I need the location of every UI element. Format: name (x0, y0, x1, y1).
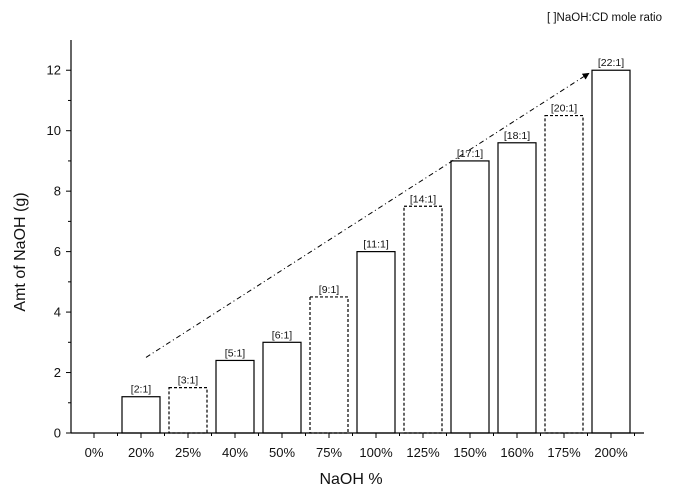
x-tick-label: 160% (500, 445, 534, 460)
data-label: [17:1] (457, 148, 483, 160)
bar-40pct (215, 359, 255, 434)
bar-160pct (497, 142, 537, 434)
data-label: [20:1] (551, 103, 577, 115)
bar-20pct (121, 396, 161, 434)
legend-note: [ ]NaOH:CD mole ratio (547, 12, 662, 24)
data-label: [3:1] (178, 375, 199, 387)
y-tick-label: 2 (54, 365, 61, 380)
data-label: [11:1] (363, 239, 389, 251)
bar-75pct (309, 296, 349, 434)
y-tick-label: 10 (47, 123, 61, 138)
data-label: [18:1] (504, 130, 530, 142)
data-label: [2:1] (131, 384, 152, 396)
x-tick-label: 20% (128, 445, 154, 460)
x-tick-label: 150% (453, 445, 487, 460)
x-tick-label: 100% (359, 445, 393, 460)
data-label: [14:1] (410, 193, 436, 205)
y-tick-label: 0 (54, 426, 61, 441)
y-tick-label: 12 (47, 63, 61, 78)
data-label: [6:1] (272, 329, 293, 341)
y-axis-title: Amt of NaOH (g) (12, 192, 29, 311)
x-tick-label: 25% (175, 445, 201, 460)
trend-arrow (145, 72, 590, 358)
bar-100pct (356, 251, 396, 434)
y-tick-label: 4 (54, 305, 61, 320)
y-tick-label: 6 (54, 244, 61, 259)
bar-150pct (450, 160, 490, 434)
bar-175pct (544, 114, 584, 434)
x-tick-label: 40% (222, 445, 248, 460)
data-labels-layer: [2:1] [3:1] [5:1] [6:1] [9:1] [11:1] [14:1] [17… (131, 57, 624, 395)
bar-125pct (403, 205, 443, 434)
data-label: [22:1] (598, 57, 624, 69)
x-tick-label: 200% (594, 445, 628, 460)
bars-layer (121, 69, 631, 434)
x-tick-label: 50% (269, 445, 295, 460)
x-tick-label: 125% (406, 445, 440, 460)
bar-50pct (262, 341, 302, 434)
x-axis-title: NaOH % (319, 471, 382, 488)
bar-25pct (168, 387, 208, 434)
trend-layer (145, 72, 590, 358)
data-label: [5:1] (225, 347, 246, 359)
y-tick-label: 8 (54, 184, 61, 199)
bar-200pct (591, 69, 631, 434)
x-tick-label: 75% (316, 445, 342, 460)
data-label: [9:1] (319, 284, 340, 296)
x-tick-label: 0% (85, 445, 104, 460)
x-tick-label: 175% (547, 445, 581, 460)
axes-layer: 0% 20% 25% 40% 50% 75% 100% 125% 150% 160% 175% 200… (47, 40, 644, 460)
